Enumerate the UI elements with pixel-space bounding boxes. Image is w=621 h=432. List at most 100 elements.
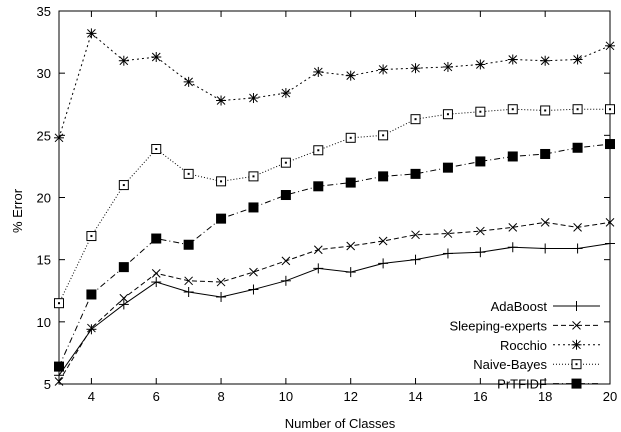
y-tick-label: 15 <box>37 253 51 268</box>
data-point <box>507 242 518 253</box>
legend: AdaBoost Sleeping-experts Rocchio Naive-Bay… <box>449 299 600 392</box>
x-axis: 4 6 8 10 12 14 16 18 20 <box>88 11 617 404</box>
data-point <box>248 284 259 295</box>
legend-label: Rocchio <box>500 338 547 353</box>
x-tick-label: 18 <box>538 389 552 404</box>
data-point <box>54 132 64 143</box>
data-point <box>313 145 324 156</box>
data-point <box>54 298 64 309</box>
data-point <box>475 226 485 236</box>
data-point <box>378 64 389 75</box>
data-point <box>573 222 582 232</box>
data-point <box>378 171 389 182</box>
data-point <box>572 104 583 115</box>
data-point <box>475 106 486 117</box>
data-point <box>572 243 583 254</box>
data-point <box>183 76 194 87</box>
y-axis: 5 10 15 20 25 30 35 <box>37 4 610 392</box>
data-point <box>572 54 583 65</box>
y-tick-label: 30 <box>37 66 51 81</box>
data-point <box>248 202 259 213</box>
data-point <box>410 168 421 179</box>
data-point <box>540 55 551 66</box>
series-prtfidf <box>54 139 615 372</box>
legend-swatch-marker <box>571 339 582 350</box>
x-tick-label: 4 <box>88 389 95 404</box>
legend-label: AdaBoost <box>491 299 548 314</box>
y-tick-label: 5 <box>44 377 51 392</box>
data-point <box>151 268 161 278</box>
data-point <box>345 70 356 81</box>
x-tick-label: 10 <box>279 389 293 404</box>
data-point <box>540 148 551 159</box>
data-point <box>216 176 227 187</box>
data-point <box>151 144 162 155</box>
data-point <box>118 299 129 310</box>
data-point <box>183 239 194 250</box>
x-tick-label: 20 <box>603 389 617 404</box>
series-group <box>54 28 615 386</box>
data-point <box>475 247 486 258</box>
y-tick-label: 10 <box>37 315 51 330</box>
data-point <box>378 130 389 141</box>
data-point <box>86 28 97 39</box>
data-point <box>249 267 258 277</box>
x-tick-label: 16 <box>473 389 487 404</box>
data-point <box>475 156 486 167</box>
y-tick-label: 20 <box>37 191 51 206</box>
legend-item: Naive-Bayes <box>473 357 600 372</box>
data-point <box>442 109 453 120</box>
data-point <box>313 263 324 274</box>
x-tick-label: 6 <box>153 389 160 404</box>
data-point <box>507 54 518 65</box>
data-point <box>86 289 97 300</box>
data-point <box>345 177 356 188</box>
legend-swatch-marker <box>572 321 581 330</box>
x-tick-label: 14 <box>408 389 422 404</box>
data-point <box>54 377 64 386</box>
data-point <box>118 55 129 66</box>
data-point <box>86 324 97 335</box>
data-point <box>118 180 129 191</box>
data-point <box>605 40 615 51</box>
data-point <box>346 241 356 251</box>
data-point <box>442 61 453 72</box>
data-point <box>183 168 194 179</box>
data-point <box>508 222 518 232</box>
data-point <box>410 254 421 265</box>
legend-label: Sleeping-experts <box>449 318 547 333</box>
data-point <box>151 52 162 63</box>
data-point <box>280 157 291 168</box>
data-point <box>248 171 259 182</box>
data-point <box>54 370 64 381</box>
legend-swatch-marker <box>571 359 582 370</box>
data-point <box>475 59 486 70</box>
data-point <box>540 105 551 116</box>
data-point <box>411 230 420 240</box>
legend-label: Naive-Bayes <box>473 357 547 372</box>
data-point <box>378 236 388 246</box>
data-point <box>572 142 583 153</box>
series-line-sleeping-experts <box>58 221 611 382</box>
data-point <box>442 248 453 259</box>
data-point <box>313 66 324 77</box>
data-point <box>118 262 129 273</box>
data-point <box>507 104 518 115</box>
series-line-prtfidf <box>58 143 611 367</box>
data-point <box>151 277 162 288</box>
data-point <box>280 275 291 286</box>
data-point <box>216 95 227 106</box>
y-axis-title: % Error <box>10 188 25 233</box>
legend-item: AdaBoost <box>491 299 600 314</box>
data-point <box>410 114 421 125</box>
data-point <box>280 88 291 99</box>
data-point <box>443 229 453 238</box>
data-point <box>216 277 226 287</box>
data-point <box>605 139 615 150</box>
series-adaboost <box>54 238 615 381</box>
x-tick-label: 8 <box>217 389 224 404</box>
data-point <box>313 181 324 192</box>
data-point <box>410 63 421 74</box>
data-point <box>281 256 291 266</box>
